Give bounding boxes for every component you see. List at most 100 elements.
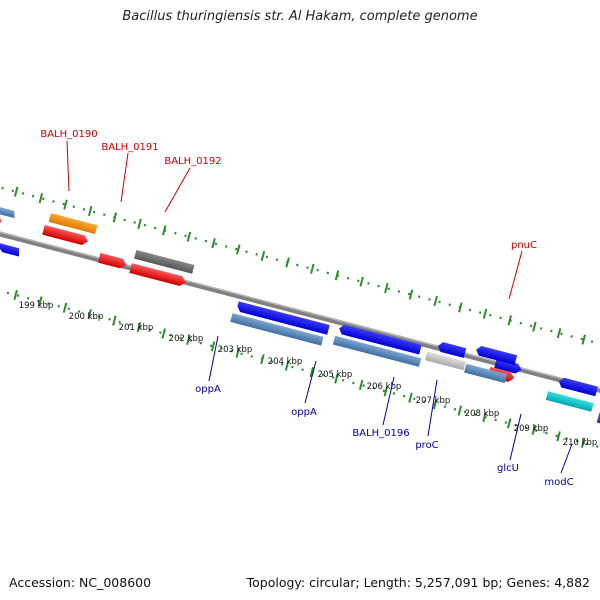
tick-label: 209 kbp: [514, 424, 549, 434]
track-tick: [13, 186, 19, 197]
gene-arrow: [545, 391, 594, 412]
gene-label-proc: proC: [415, 440, 438, 451]
track-tick: [112, 212, 118, 223]
track-tick: [310, 263, 315, 274]
track-tick: [408, 392, 413, 403]
leader-line: [382, 376, 395, 426]
track-tick: [136, 321, 142, 333]
track-tick: [384, 283, 389, 294]
track-tick: [210, 341, 216, 352]
tick-label: 208 kbp: [465, 409, 500, 419]
tick-label: 200 kbp: [69, 312, 104, 322]
leader-line: [508, 250, 523, 300]
reverse-features: [0, 243, 600, 433]
gene-arrow: [424, 351, 466, 371]
tick-label: 199 kbp: [19, 301, 54, 311]
track-tick: [358, 379, 364, 390]
leader-line: [120, 152, 129, 203]
track-tick: [235, 347, 240, 358]
track-tick: [334, 373, 339, 384]
track-tick: [186, 231, 192, 242]
genome-summary-text: Topology: circular; Length: 5,257,091 bp…: [246, 575, 590, 590]
track-tick: [87, 309, 92, 320]
leader-line: [560, 443, 573, 474]
track-tick: [63, 199, 68, 210]
track-tick: [482, 411, 487, 423]
reverse-gene-labels: oppA oppA BALH_0196 proC glcU modC: [195, 335, 574, 488]
gene-arrow: [0, 206, 15, 219]
accession-text: Accession: NC_008600: [9, 575, 152, 590]
gene-arrow: [230, 313, 324, 346]
track-tick: [137, 218, 142, 229]
tick-label: 203 kbp: [218, 345, 253, 355]
gene-arrow: [134, 249, 195, 274]
track-tick: [112, 315, 117, 326]
leader-line: [164, 167, 191, 213]
track-tick: [38, 193, 44, 204]
tick-label: 207 kbp: [416, 396, 451, 406]
track-tick: [87, 205, 93, 217]
track-tick: [581, 334, 586, 345]
track-tick: [334, 270, 340, 281]
track-tick: [458, 302, 463, 313]
track-tick: [432, 399, 438, 410]
track-tick: [260, 354, 265, 365]
gene-label-balh-0190: BALH_0190: [40, 129, 97, 140]
gene-arrow: [97, 252, 127, 269]
track-tick: [506, 418, 512, 429]
track-tick: [13, 289, 18, 301]
gene-label-balh-0191: BALH_0191: [101, 142, 158, 153]
track-tick: [507, 315, 512, 326]
gene-label-balh-0192: BALH_0192: [164, 156, 221, 167]
forward-features: [0, 206, 522, 382]
kbp-tick-labels: 199 kbp 200 kbp 201 kbp 202 kbp 203 kbp …: [19, 301, 598, 448]
track-tick: [38, 296, 43, 307]
track-tick: [162, 225, 167, 236]
track-tick: [62, 302, 68, 313]
leader-line: [208, 335, 219, 382]
track-tick: [236, 244, 241, 255]
tick-label: 205 kbp: [318, 370, 353, 380]
track-tick: [186, 334, 191, 345]
track-tick: [161, 328, 166, 339]
gene-label-oppa-1: oppA: [195, 384, 221, 395]
tick-marks: [13, 186, 586, 448]
gene-arrow: [558, 377, 598, 397]
gene-label-pnuc: pnuC: [511, 240, 537, 251]
track-tick: [284, 360, 290, 371]
track-tick: [531, 424, 537, 435]
gene-arrow: [339, 324, 422, 355]
track-tick: [359, 276, 364, 287]
gene-arrow: [0, 243, 20, 257]
track-tick: [309, 366, 314, 378]
gene-arrow: [476, 345, 518, 365]
gene-arrow: [237, 301, 330, 335]
track-tick: [285, 257, 290, 268]
leader-line: [427, 379, 438, 437]
map-title: Bacillus thuringiensis str. Al Hakam, co…: [122, 9, 478, 24]
gene-arrow: [437, 342, 467, 358]
gene-label-modc: modC: [544, 477, 573, 488]
track-tick: [532, 321, 537, 332]
track-tick: [457, 405, 463, 416]
gene-arrow: [332, 335, 422, 367]
gene-arrow: [464, 363, 507, 384]
track-tick: [580, 437, 586, 448]
track-tick: [260, 250, 266, 262]
tick-label: 204 kbp: [268, 357, 303, 367]
track-tick: [211, 238, 216, 249]
track-tick: [433, 295, 438, 307]
tick-label: 210 kbp: [563, 438, 598, 448]
gene-arrow: [48, 213, 98, 234]
track-tick: [556, 328, 562, 339]
track-tick: [408, 289, 414, 300]
gene-label-glcu: glcU: [497, 463, 519, 474]
forward-gene-labels: BALH_0190 BALH_0191 BALH_0192 pnuC: [40, 129, 537, 300]
gene-arrow: [129, 263, 186, 286]
tick-label: 201 kbp: [119, 323, 154, 333]
leader-line: [304, 360, 317, 404]
track-tick: [556, 431, 561, 442]
gene-label-balh-0196: BALH_0196: [352, 428, 409, 439]
gene-arrow: [494, 358, 522, 374]
